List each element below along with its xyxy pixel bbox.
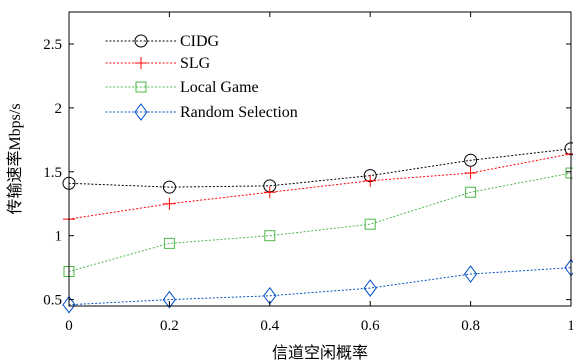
y-axis-label: 传输速率Mbps/s bbox=[6, 103, 24, 214]
series-line-slg bbox=[68, 153, 572, 220]
data-point-random-selection bbox=[363, 279, 377, 297]
legend-entry-slg: SLG bbox=[105, 55, 211, 72]
series-random-selection bbox=[62, 258, 573, 314]
legend-marker bbox=[135, 57, 147, 69]
legend-label: SLG bbox=[180, 55, 211, 72]
data-point-cidg bbox=[464, 153, 478, 167]
legend-marker bbox=[134, 103, 148, 121]
legend: CIDG SLG Local Game Random Selection bbox=[105, 33, 298, 121]
data-point-random-selection bbox=[162, 290, 177, 309]
y-tick-label: 0.5 bbox=[43, 293, 62, 309]
legend-label: CIDG bbox=[180, 33, 220, 50]
data-point-slg bbox=[263, 186, 276, 199]
x-tick-label: 0.2 bbox=[160, 318, 179, 334]
legend-label: Local Game bbox=[180, 79, 259, 96]
axis-ticks: 0 0.2 0.4 0.6 0.8 1 0.5 1 1.5 2 2.5 bbox=[43, 12, 573, 334]
x-tick-label: 0 bbox=[65, 318, 73, 334]
data-point-slg bbox=[364, 174, 377, 187]
y-tick-label: 1 bbox=[55, 229, 63, 245]
legend-entry-cidg: CIDG bbox=[105, 33, 220, 50]
plot-frame bbox=[68, 11, 572, 307]
legend-label: Random Selection bbox=[180, 104, 298, 121]
x-tick-label: 0.6 bbox=[361, 318, 380, 334]
legend-entry-random-selection: Random Selection bbox=[105, 103, 298, 121]
data-point-random-selection bbox=[463, 265, 478, 283]
legend-marker bbox=[135, 81, 147, 93]
data-point-slg bbox=[464, 167, 477, 180]
series-local-game bbox=[63, 167, 573, 277]
y-tick-label: 2 bbox=[55, 101, 63, 117]
series-slg bbox=[63, 147, 573, 226]
legend-marker bbox=[134, 34, 148, 48]
x-tick-label: 1 bbox=[567, 318, 573, 334]
data-point-local-game bbox=[163, 237, 175, 249]
data-point-random-selection bbox=[62, 295, 76, 314]
data-point-slg bbox=[163, 197, 176, 210]
series-line-local-game bbox=[68, 172, 572, 272]
data-point-local-game bbox=[465, 186, 477, 198]
data-point-cidg bbox=[162, 180, 176, 194]
y-tick-label: 2.5 bbox=[43, 37, 62, 53]
plot-content bbox=[62, 142, 573, 314]
x-axis-label: 信道空闲概率 bbox=[272, 344, 368, 362]
data-point-local-game bbox=[565, 167, 573, 179]
x-tick-label: 0.4 bbox=[260, 318, 279, 334]
data-point-local-game bbox=[364, 218, 376, 230]
x-tick-label: 0.8 bbox=[461, 318, 480, 334]
series-line-cidg bbox=[68, 148, 572, 188]
y-tick-label: 1.5 bbox=[43, 165, 62, 181]
data-point-slg bbox=[565, 147, 573, 160]
series-line-random-selection bbox=[68, 267, 572, 306]
legend-entry-local-game: Local Game bbox=[105, 79, 259, 96]
data-point-local-game bbox=[264, 230, 276, 242]
